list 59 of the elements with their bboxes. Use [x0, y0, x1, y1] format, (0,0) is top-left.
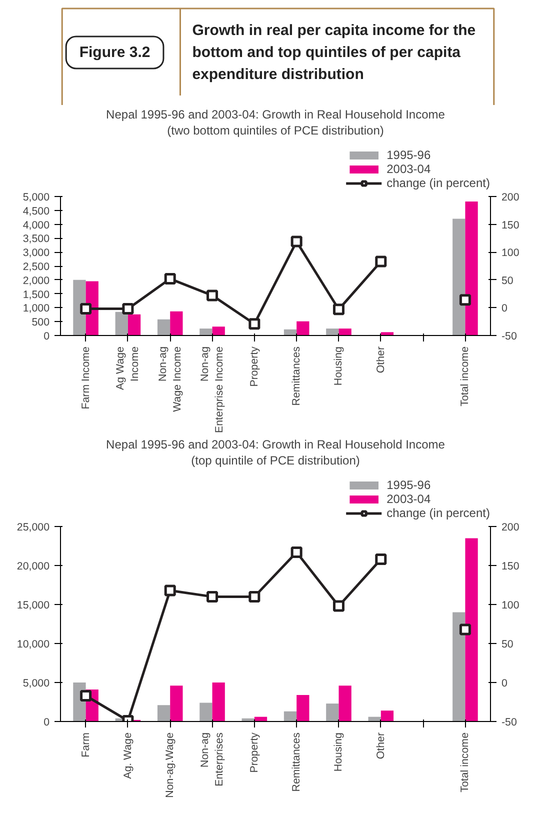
y-tick-label: 2,500: [22, 261, 50, 273]
x-tick-label: Farm Income: [80, 346, 92, 410]
x-tick-label: Total income: [459, 732, 472, 792]
y-tick-label: 5,000: [22, 192, 50, 204]
y-tick-label: 20,000: [16, 560, 50, 572]
y2-tick-label: 0: [502, 302, 508, 315]
y-tick-label: 4,500: [22, 205, 50, 218]
legend-label: 1995-96: [386, 148, 431, 162]
x-tick-label: Ag Wage Income: [114, 346, 142, 390]
y2-tick-label: 0: [502, 678, 508, 690]
y2-tick-label: 200: [502, 192, 520, 204]
y-tick-label: 5,000: [22, 678, 50, 690]
y-tick-label: 10,000: [16, 638, 50, 650]
x-tick-label: Housing: [332, 346, 345, 386]
x-tick-label: Non-ag Enterprise Income: [199, 346, 226, 433]
x-tick-label: Other: [374, 346, 387, 374]
legend-label: change (in percent): [386, 176, 490, 190]
x-tick-label: Non-ag Enterprises: [199, 732, 226, 786]
y2-tick-label: 100: [502, 600, 520, 612]
y-tick-label: 3,500: [22, 233, 50, 246]
y-tick-label: 3,000: [22, 247, 50, 260]
x-tick-label: Other: [374, 732, 387, 760]
x-tick-label: Property: [248, 732, 260, 773]
caption: Figure 3.2: [79, 44, 150, 61]
chart-subtitle: (two bottom quintiles of PCE distribution): [167, 124, 384, 138]
y-tick-label: 0: [44, 716, 50, 728]
x-tick-label: Total income: [459, 346, 472, 406]
y2-tick-label: 200: [502, 522, 520, 534]
y-tick-label: 1,500: [22, 288, 50, 301]
y2-tick-label: 150: [502, 219, 520, 232]
x-tick-label: Housing: [332, 732, 345, 772]
y-tick-label: 25,000: [16, 522, 50, 534]
x-tick-label: Non-ag Wage Income: [156, 346, 184, 412]
y2-tick-label: -50: [502, 330, 517, 342]
y2-tick-label: 100: [502, 247, 520, 260]
y-tick-label: 0: [44, 330, 50, 342]
x-tick-label: Property: [248, 346, 260, 387]
y2-tick-label: 150: [502, 560, 520, 572]
x-tick-label: Farm: [80, 732, 92, 758]
text: Growth in real per capita income for the bottom and top quintiles of per capita expenditure distribution: [192, 22, 476, 83]
legend-label: change (in percent): [386, 506, 490, 520]
x-tick-label: Remittances: [290, 346, 303, 406]
x-tick-label: Ag. Wage: [122, 732, 134, 779]
legend-label: 2003-04: [386, 492, 431, 506]
legend-label: 1995-96: [386, 478, 431, 492]
x-tick-label: Remittances: [290, 732, 303, 792]
y-tick-label: 500: [32, 316, 50, 329]
y2-tick-label: -50: [502, 716, 517, 728]
chart-title: Nepal 1995-96 and 2003-04: Growth in Real Household Income: [106, 108, 446, 122]
chart-subtitle: (top quintile of PCE distribution): [191, 454, 360, 468]
chart-title: Nepal 1995-96 and 2003-04: Growth in Real Household Income: [106, 438, 446, 452]
y2-tick-label: 50: [502, 638, 514, 650]
y-tick-label: 4,000: [22, 219, 50, 232]
x-tick-label: Non-ag.Wage: [164, 732, 176, 798]
y2-tick-label: 50: [502, 274, 514, 287]
legend-label: 2003-04: [386, 162, 431, 176]
y-tick-label: 15,000: [16, 600, 50, 612]
y-tick-label: 1,000: [22, 302, 50, 315]
y-tick-label: 2,000: [22, 274, 50, 287]
